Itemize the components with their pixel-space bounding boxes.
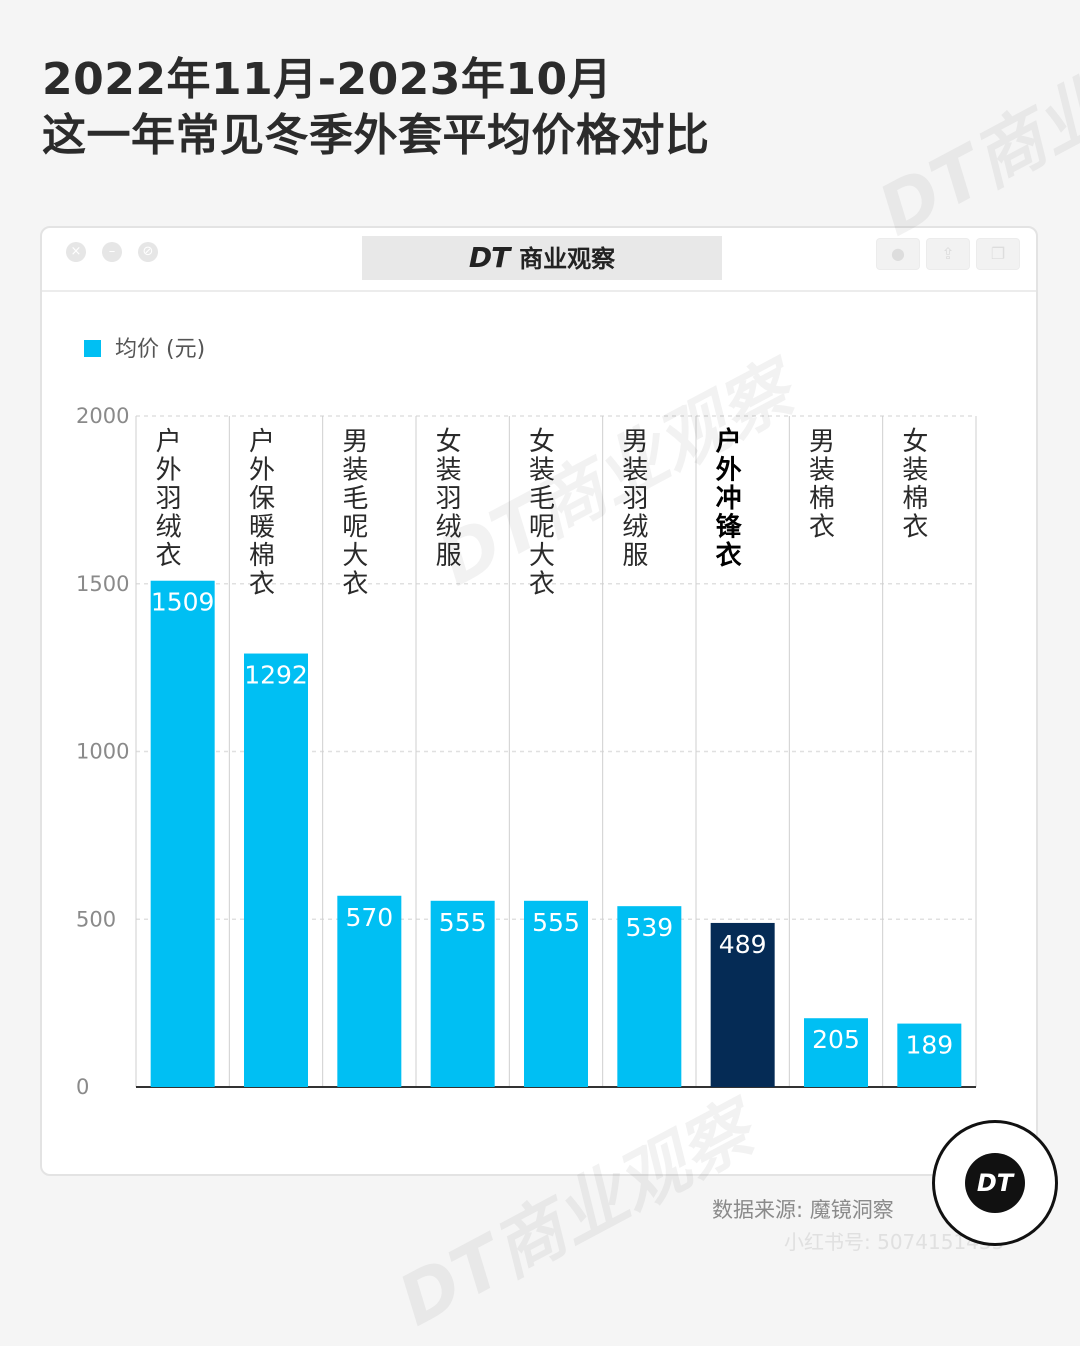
category-label-char: 衣 [809,513,835,543]
bar-value-label: 555 [439,908,487,937]
category-label-char: 棉 [902,484,928,514]
category-label-char: 保 [249,484,275,514]
category-label-char: 衣 [902,513,928,543]
category-label-char: 毛 [342,484,368,514]
chart-title: 2022年11月-2023年10月 这一年常见冬季外套平均价格对比 [42,52,710,164]
bar-chart: 05001000150020001509户外羽绒衣1292户外保暖棉衣570男装… [76,404,977,1099]
window-titlebar: × – ⊘ DT 商业观察 ● ⇪ ❐ [42,228,1036,292]
category-label-char: 冲 [716,484,742,514]
brand-badge[interactable]: DT [932,1120,1058,1246]
bar [710,922,775,1087]
category-label-char: 户 [716,426,742,457]
window-brand: DT 商业观察 [362,236,722,280]
category-label-char: 男 [809,427,835,457]
category-label-char: 户 [156,427,182,457]
minimize-icon[interactable]: – [102,242,122,262]
y-tick-label: 500 [76,907,116,931]
category-label-char: 外 [156,456,182,486]
category-label-char: 装 [529,456,555,486]
bar [897,1023,962,1087]
category-label-char: 装 [342,456,368,486]
category-label-char: 衣 [342,570,368,600]
y-tick-label: 1000 [76,740,129,764]
category-label-char: 服 [622,541,648,571]
bar [244,653,308,1087]
badge-logo-icon: DT [965,1153,1025,1213]
share-icon[interactable]: ⇪ [926,238,970,270]
category-label-char: 装 [622,456,648,486]
category-label-char: 绒 [156,513,182,543]
category-label-char: 羽 [436,484,462,514]
category-label-char: 羽 [156,484,182,514]
legend-swatch [84,339,101,357]
category-label-char: 装 [809,456,835,486]
brand-logo: DT [468,241,510,274]
category-label-char: 绒 [436,513,462,543]
category-label-char: 男 [622,427,648,457]
bar-value-label: 1292 [244,661,308,690]
bar-value-label: 189 [905,1031,953,1060]
category-label-char: 棉 [809,484,835,514]
bar [430,900,495,1087]
bar-value-label: 1509 [151,588,215,617]
category-label-char: 服 [436,541,462,571]
bar-value-label: 205 [812,1025,860,1054]
category-label-char: 绒 [622,513,648,543]
category-label-char: 棉 [249,541,275,571]
bar [617,906,682,1087]
y-tick-label: 0 [76,1075,89,1099]
category-label-char: 装 [436,456,462,486]
category-label-char: 呢 [342,513,368,543]
category-label-char: 呢 [529,513,555,543]
category-label-char: 户 [249,427,275,457]
bar [337,895,402,1087]
category-label-char: 衣 [249,570,275,600]
bar-value-label: 489 [719,930,767,959]
maximize-icon[interactable]: ⊘ [138,242,158,262]
category-label-char: 锋 [716,513,743,543]
bar-value-label: 570 [345,903,393,932]
close-icon[interactable]: × [66,242,86,262]
category-label-char: 衣 [529,570,555,600]
brand-name: 商业观察 [519,245,616,273]
category-label-char: 女 [436,427,462,457]
title-line-2: 这一年常见冬季外套平均价格对比 [42,110,710,161]
data-source: 数据来源: 魔镜洞察 [712,1198,894,1222]
category-label-char: 大 [342,541,368,571]
category-label-char: 外 [716,456,742,486]
legend-label: 均价 (元) [115,337,206,362]
window-icon[interactable]: ❐ [976,238,1020,270]
category-label-char: 毛 [529,484,555,514]
category-label-char: 女 [529,427,555,457]
y-tick-label: 2000 [76,404,129,428]
bar [150,580,215,1087]
category-label-char: 大 [529,541,555,571]
title-line-1: 2022年11月-2023年10月 [42,54,613,105]
y-tick-label: 1500 [76,572,129,596]
bar [524,900,588,1087]
category-label-char: 衣 [716,540,742,571]
category-label-char: 装 [902,456,928,486]
chart-legend: 均价 (元) [84,336,205,364]
category-label-char: 暖 [249,513,275,543]
category-label-char: 外 [249,456,275,486]
record-icon[interactable]: ● [876,238,920,270]
category-label-char: 衣 [156,541,182,571]
category-label-char: 男 [342,427,368,457]
category-label-char: 羽 [622,484,648,514]
bar-value-label: 555 [532,908,580,937]
bar-value-label: 539 [625,913,673,942]
bar [804,1018,868,1087]
category-label-char: 女 [902,427,928,457]
